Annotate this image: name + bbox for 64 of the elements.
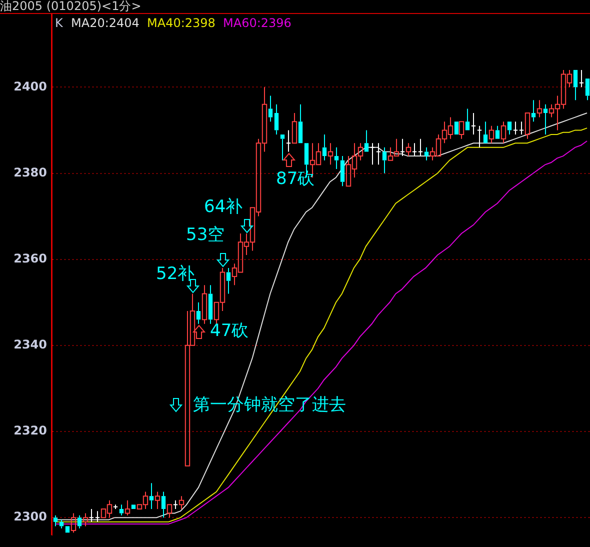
candlestick bbox=[202, 284, 208, 324]
candlestick bbox=[531, 100, 536, 122]
candlestick bbox=[518, 121, 524, 136]
candlestick bbox=[322, 134, 327, 161]
text: MA40:2398 bbox=[147, 16, 216, 30]
candlestick bbox=[585, 78, 590, 101]
candlestick bbox=[286, 130, 292, 152]
candlestick bbox=[543, 104, 548, 136]
candlestick bbox=[280, 134, 285, 161]
candlestick bbox=[400, 138, 406, 157]
candlestick bbox=[382, 146, 387, 174]
candlestick bbox=[536, 100, 542, 118]
candlestick bbox=[578, 69, 584, 88]
candlestick bbox=[465, 108, 470, 130]
candlestick bbox=[268, 95, 273, 122]
candlestick bbox=[470, 112, 476, 136]
candlestick bbox=[418, 138, 424, 157]
candlestick bbox=[298, 104, 303, 144]
candlestick bbox=[424, 146, 429, 161]
y-tick-label: 2300 bbox=[14, 510, 47, 524]
annotation: 52补 bbox=[156, 264, 195, 284]
candlestick bbox=[274, 104, 279, 136]
candlestick bbox=[94, 510, 100, 522]
candlestick bbox=[226, 267, 231, 294]
candlestick bbox=[328, 142, 334, 166]
candlestick bbox=[53, 514, 58, 527]
candlestick bbox=[292, 112, 298, 144]
text: MA20:2404 bbox=[71, 16, 140, 30]
y-tick-label: 2380 bbox=[14, 165, 47, 180]
candlestick bbox=[364, 130, 369, 152]
candlestick bbox=[340, 156, 345, 187]
candlestick bbox=[412, 142, 418, 157]
text: MA60:2396 bbox=[223, 16, 292, 30]
y-tick-label: 2400 bbox=[14, 79, 47, 94]
candlestick bbox=[77, 514, 82, 529]
candlestick bbox=[573, 70, 578, 101]
legend-title: K bbox=[55, 16, 63, 30]
candlestick bbox=[495, 125, 500, 139]
candlestick bbox=[334, 146, 339, 170]
candlestick bbox=[370, 142, 376, 166]
candlestick bbox=[376, 142, 382, 166]
candlestick bbox=[458, 121, 464, 140]
candlestick bbox=[512, 121, 518, 136]
candlestick bbox=[406, 142, 412, 157]
candlestick bbox=[524, 112, 530, 140]
y-tick-label: 2340 bbox=[14, 338, 47, 352]
candlestick bbox=[119, 504, 124, 516]
candlestick bbox=[124, 500, 130, 516]
annotation: 47砍 bbox=[210, 321, 249, 342]
annotation: 53空 bbox=[186, 225, 225, 246]
candlestick bbox=[178, 496, 184, 510]
candlestick bbox=[483, 121, 488, 144]
candlestick bbox=[88, 508, 94, 522]
y-tick-label: 2360 bbox=[14, 251, 47, 266]
candlestick bbox=[161, 491, 166, 518]
candlestick bbox=[154, 491, 160, 510]
chart-title: 油2005 (010205)<1分> bbox=[0, 0, 142, 13]
candlestick bbox=[476, 125, 482, 148]
candlestick bbox=[208, 284, 213, 324]
candlestick bbox=[196, 302, 201, 324]
annotation: 64补 bbox=[204, 197, 243, 217]
candlestick bbox=[507, 122, 512, 136]
candlestick bbox=[149, 482, 154, 510]
y-tick-label: 2320 bbox=[14, 424, 47, 438]
